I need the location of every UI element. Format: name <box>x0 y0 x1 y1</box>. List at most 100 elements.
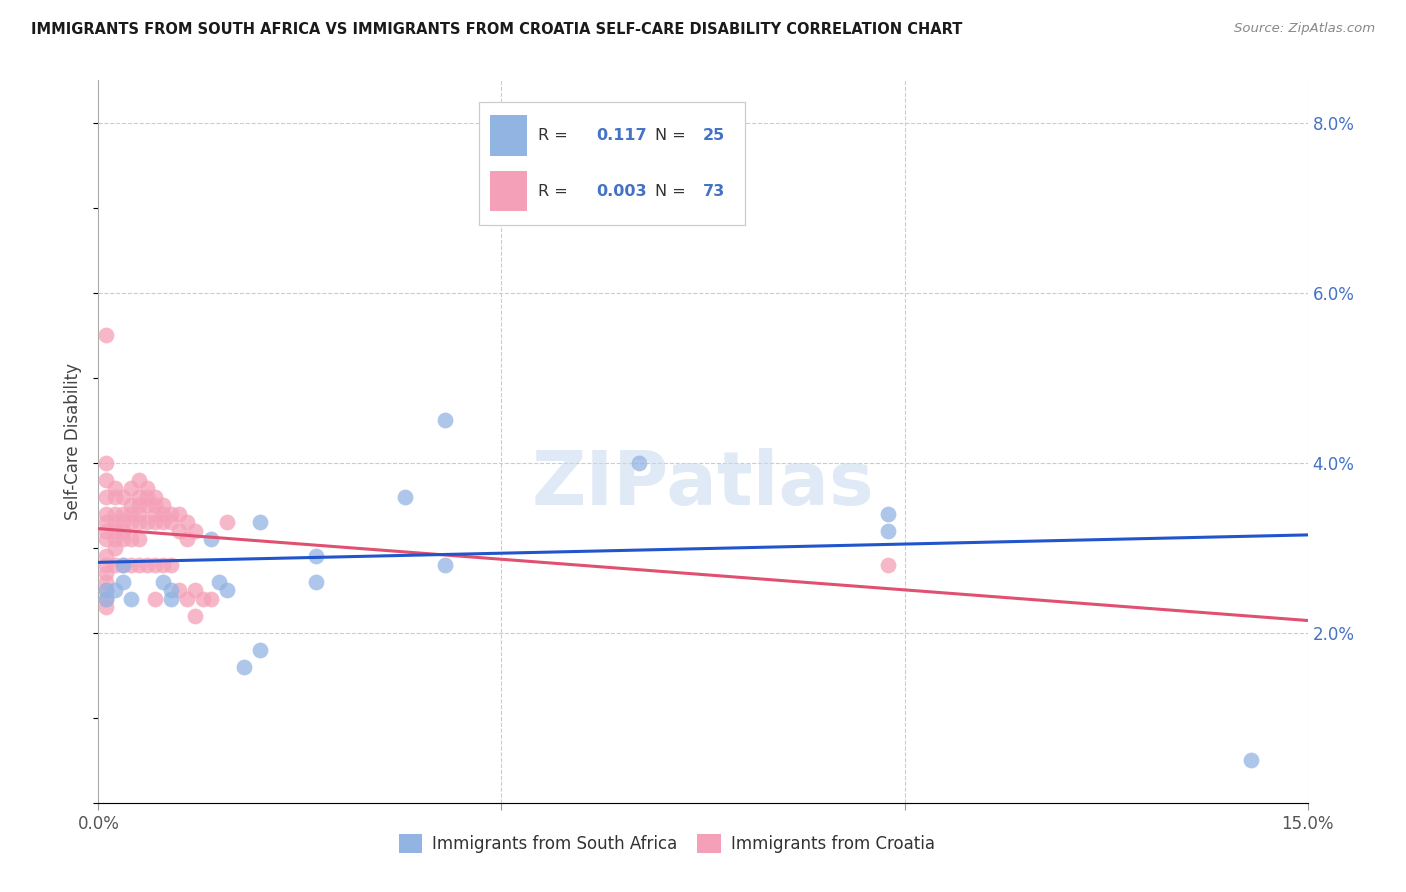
Point <box>176 533 198 547</box>
Point <box>120 558 142 572</box>
Text: Source: ZipAtlas.com: Source: ZipAtlas.com <box>1234 22 1375 36</box>
Point <box>103 524 125 538</box>
Point <box>111 490 134 504</box>
Point <box>103 583 125 598</box>
Point <box>96 591 118 606</box>
Point <box>143 490 166 504</box>
Point <box>515 175 537 189</box>
Point <box>128 507 150 521</box>
Point <box>176 591 198 606</box>
Point <box>120 591 142 606</box>
Point <box>135 481 157 495</box>
Point <box>160 507 183 521</box>
Point <box>96 524 118 538</box>
Point <box>128 490 150 504</box>
Point <box>394 490 416 504</box>
Point <box>103 533 125 547</box>
Point <box>143 591 166 606</box>
Point <box>96 490 118 504</box>
Point <box>96 549 118 564</box>
Point <box>160 558 183 572</box>
Point <box>96 583 118 598</box>
Point <box>627 456 650 470</box>
Point <box>208 574 231 589</box>
Point <box>96 507 118 521</box>
Point <box>160 583 183 598</box>
Point <box>184 608 207 623</box>
Point <box>193 591 215 606</box>
Point <box>200 533 222 547</box>
Point <box>96 583 118 598</box>
Point <box>96 591 118 606</box>
Point <box>103 490 125 504</box>
Point <box>434 558 457 572</box>
Text: ZIPatlas: ZIPatlas <box>531 449 875 522</box>
Point <box>152 574 174 589</box>
Point <box>128 473 150 487</box>
Point <box>103 507 125 521</box>
Point <box>103 516 125 530</box>
Point <box>103 481 125 495</box>
Point <box>128 498 150 512</box>
Point <box>232 660 254 674</box>
Point <box>120 481 142 495</box>
Text: IMMIGRANTS FROM SOUTH AFRICA VS IMMIGRANTS FROM CROATIA SELF-CARE DISABILITY COR: IMMIGRANTS FROM SOUTH AFRICA VS IMMIGRAN… <box>31 22 962 37</box>
Point <box>96 516 118 530</box>
Point <box>135 490 157 504</box>
Legend: Immigrants from South Africa, Immigrants from Croatia: Immigrants from South Africa, Immigrants… <box>392 827 942 860</box>
Point <box>135 558 157 572</box>
Point <box>249 642 271 657</box>
Point <box>160 591 183 606</box>
Point <box>128 516 150 530</box>
Point <box>184 583 207 598</box>
Point <box>128 533 150 547</box>
Point <box>217 583 239 598</box>
Point <box>143 507 166 521</box>
Point <box>120 498 142 512</box>
Point <box>877 558 900 572</box>
Point <box>103 558 125 572</box>
Point <box>152 558 174 572</box>
Point <box>143 558 166 572</box>
Point <box>111 533 134 547</box>
Point <box>111 574 134 589</box>
Point <box>249 516 271 530</box>
Point <box>160 516 183 530</box>
Point <box>167 507 190 521</box>
Point <box>120 507 142 521</box>
Point <box>176 516 198 530</box>
Point <box>152 507 174 521</box>
Point <box>96 456 118 470</box>
Point <box>143 516 166 530</box>
Point <box>128 558 150 572</box>
Point <box>167 583 190 598</box>
Point <box>305 574 328 589</box>
Point <box>96 566 118 581</box>
Point <box>434 413 457 427</box>
Point <box>152 516 174 530</box>
Point <box>184 524 207 538</box>
Point <box>135 498 157 512</box>
Point <box>111 524 134 538</box>
Point <box>111 516 134 530</box>
Point <box>103 541 125 555</box>
Point <box>877 507 900 521</box>
Point <box>96 328 118 343</box>
Point <box>200 591 222 606</box>
Point <box>152 498 174 512</box>
Point <box>1240 753 1263 767</box>
Point <box>877 524 900 538</box>
Point <box>111 558 134 572</box>
Point <box>96 533 118 547</box>
Point <box>167 524 190 538</box>
Point <box>120 533 142 547</box>
Point <box>135 516 157 530</box>
Point <box>111 558 134 572</box>
Point <box>143 498 166 512</box>
Point <box>305 549 328 564</box>
Point <box>96 574 118 589</box>
Point <box>217 516 239 530</box>
Point <box>96 473 118 487</box>
Point <box>120 516 142 530</box>
Point <box>96 558 118 572</box>
